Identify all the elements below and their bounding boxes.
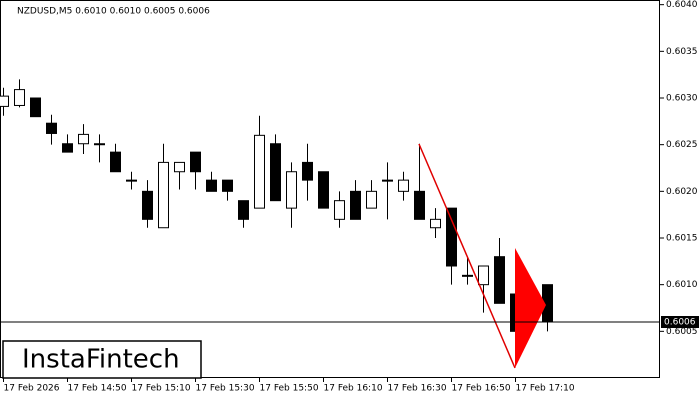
candle-body [462, 274, 473, 277]
y-tick-label: 0.6030 [666, 94, 698, 104]
candle-body [414, 190, 425, 220]
candle-body [190, 151, 201, 173]
candle-body [110, 151, 121, 173]
y-tick-label: 0.6015 [666, 234, 698, 244]
candle-body [238, 200, 249, 220]
candle-body [366, 190, 377, 209]
y-tick-label: 0.6020 [666, 187, 698, 197]
candle-body [158, 161, 169, 229]
x-tick-label: 17 Feb 16:30 [388, 384, 447, 394]
candle-body [254, 134, 265, 209]
candle-body [382, 179, 393, 182]
x-tick-label: 17 Feb 14:50 [68, 384, 127, 394]
candle-body [0, 95, 9, 107]
pattern-line [418, 143, 516, 369]
candle-body [494, 256, 505, 304]
candle-body [126, 179, 137, 182]
candle-body [222, 179, 233, 192]
logo: InstaFintech [22, 345, 180, 375]
candle-body [94, 143, 105, 146]
x-tick-label: 17 Feb 15:30 [196, 384, 255, 394]
candle-body [14, 89, 25, 106]
y-tick-label: 0.6010 [666, 280, 698, 290]
candle-body [446, 207, 457, 267]
candle-body [30, 97, 41, 118]
candle-body [174, 161, 185, 173]
plot-frame [0, 0, 660, 378]
current-price-box [661, 316, 699, 328]
x-tick-label: 17 Feb 15:10 [132, 384, 191, 394]
candle-body [142, 190, 153, 220]
candle-body [334, 200, 345, 220]
x-tick-label: 17 Feb 17:10 [516, 384, 575, 394]
logo-box [2, 340, 202, 379]
candle-body [478, 265, 489, 286]
y-tick-label: 0.6040 [666, 0, 698, 10]
chart-title: NZDUSD,M5 0.6010 0.6010 0.6005 0.6006 [17, 7, 210, 17]
candle-body [46, 122, 57, 134]
current-price-label: 0.6006 [664, 318, 696, 328]
candle-body [270, 143, 281, 202]
y-tick-label: 0.6025 [666, 140, 698, 150]
candle-body [206, 179, 217, 192]
candle-body [286, 171, 297, 209]
candle-body [398, 179, 409, 192]
candle-body [350, 190, 361, 220]
pattern-flag [515, 248, 546, 368]
x-tick-label: 17 Feb 16:10 [324, 384, 383, 394]
x-tick-label: 17 Feb 16:50 [452, 384, 511, 394]
y-tick-label: 0.6035 [666, 47, 698, 57]
candle-body [62, 143, 73, 153]
candle-body [78, 133, 89, 145]
candle-body [302, 161, 313, 181]
candle-body [318, 171, 329, 209]
x-tick-label: 17 Feb 15:50 [260, 384, 319, 394]
candle-body [430, 218, 441, 229]
x-tick-label: 17 Feb 2026 [4, 384, 60, 394]
y-tick-label: 0.6005 [666, 327, 698, 337]
